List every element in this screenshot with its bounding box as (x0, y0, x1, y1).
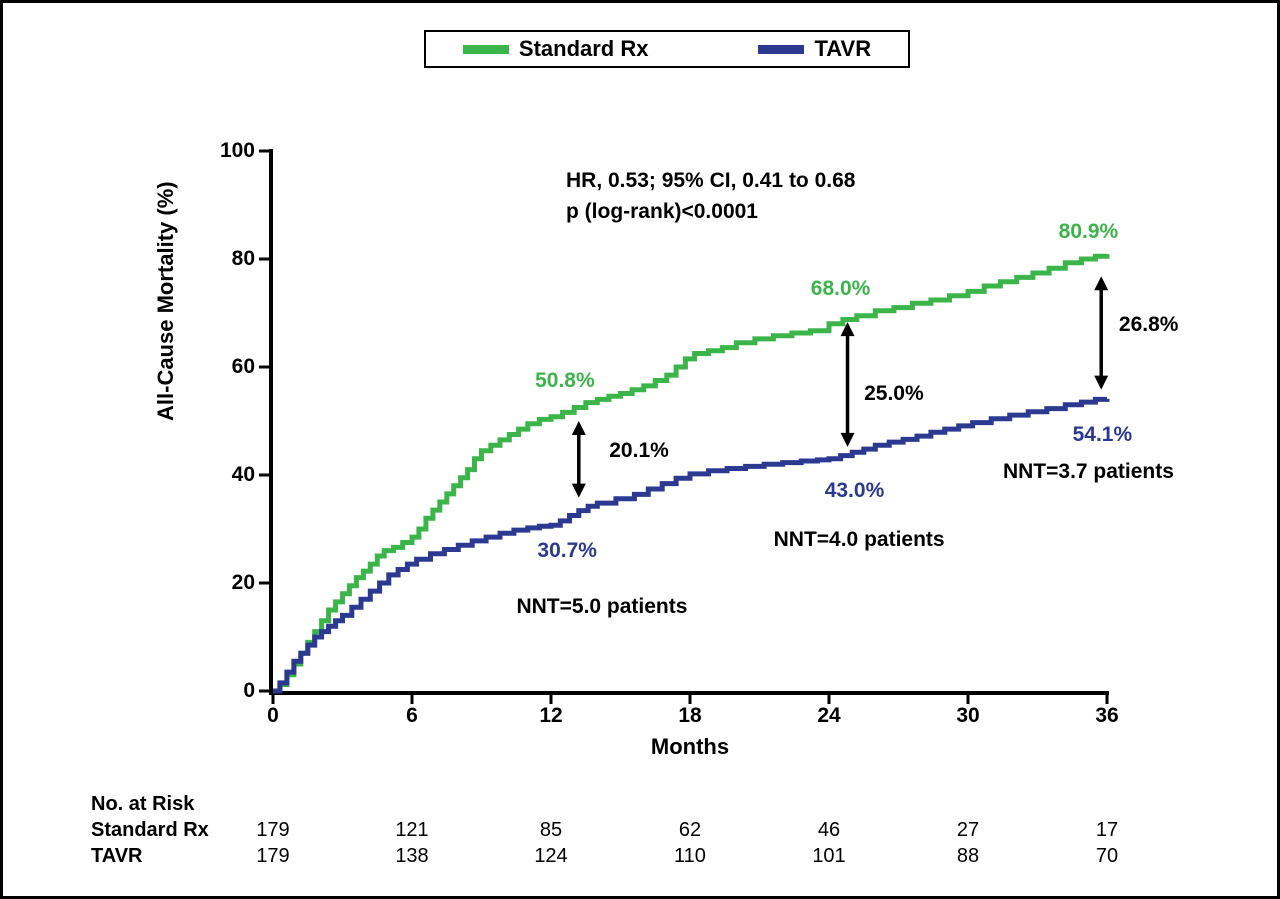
annotation-80.9-: 80.9% (1058, 220, 1119, 243)
annotation-54.1-: 54.1% (1072, 422, 1133, 446)
risk-value-standard-rx-m24: 46 (817, 819, 841, 841)
arrowhead-down (840, 432, 855, 447)
y-tick-label: 60 (231, 355, 255, 378)
risk-value-tavr-m0: 179 (256, 845, 290, 867)
plot-canvas (259, 149, 1110, 704)
annotation-nnt-3.7-patients: NNT=3.7 patients (1002, 460, 1174, 484)
risk-value-tavr-m24: 101 (812, 845, 846, 867)
legend: Standard Rx TAVR (424, 30, 910, 68)
x-axis-label: Months (650, 734, 730, 759)
y-tick-label: 100 (219, 139, 255, 162)
arrowhead-down (1094, 375, 1109, 390)
x-tick-label: 0 (267, 704, 279, 727)
legend-item-tavr: TAVR (758, 36, 871, 62)
annotation-25.0-: 25.0% (864, 382, 924, 405)
risk-row-label-standard-rx: Standard Rx (91, 819, 209, 841)
risk-value-standard-rx-m0: 179 (256, 819, 290, 841)
annotation-nnt-5.0-patients: NNT=5.0 patients (516, 595, 688, 619)
risk-value-standard-rx-m12: 85 (539, 819, 563, 841)
annotation-50.8-: 50.8% (535, 368, 595, 392)
annotation-nnt-4.0-patients: NNT=4.0 patients (773, 527, 945, 551)
risk-value-tavr-m18: 110 (674, 845, 706, 867)
risk-value-standard-rx-m36: 17 (1095, 819, 1119, 841)
y-tick-label: 40 (231, 463, 255, 486)
risk-value-standard-rx-m6: 121 (395, 819, 429, 841)
legend-label-tavr: TAVR (814, 36, 872, 61)
risk-value-tavr-m30: 88 (956, 845, 980, 867)
curve-tavr (273, 396, 1110, 694)
arrowhead-up (840, 322, 855, 337)
x-tick-label: 6 (406, 704, 418, 727)
x-tick-label: 30 (956, 704, 980, 727)
risk-row-label-tavr: TAVR (91, 845, 143, 867)
x-tick-label: 36 (1095, 704, 1119, 727)
risk-value-standard-rx-m30: 27 (956, 819, 980, 841)
legend-item-standard-rx: Standard Rx (462, 36, 649, 62)
x-tick-label: 24 (817, 704, 841, 727)
hazard-ratio-text: HR, 0.53; 95% CI, 0.41 to 0.68 (566, 169, 856, 192)
legend-label-standard-rx: Standard Rx (518, 36, 649, 61)
risk-value-tavr-m6: 138 (395, 845, 429, 867)
risk-value-standard-rx-m18: 62 (678, 819, 702, 841)
annotation-30.7-: 30.7% (537, 538, 597, 562)
risk-table-title: No. at Risk (91, 793, 195, 815)
standard-rx-line-swatch (462, 44, 509, 54)
tavr-line-swatch (758, 44, 805, 54)
curve-standard-rx (273, 253, 1110, 694)
arrowhead-up (571, 421, 586, 435)
arrowhead-down (571, 483, 586, 498)
annotation-20.1-: 20.1% (609, 438, 669, 462)
stats-annotation: HR, 0.53; 95% CI, 0.41 to 0.68 p (log-ra… (566, 165, 855, 227)
risk-value-tavr-m36: 70 (1095, 845, 1119, 867)
risk-value-tavr-m12: 124 (534, 845, 568, 867)
x-tick-label: 18 (678, 704, 702, 727)
arrowhead-up (1094, 276, 1109, 291)
p-value-text: p (log-rank)<0.0001 (566, 200, 758, 223)
annotation-26.8-: 26.8% (1118, 312, 1179, 336)
annotation-68.0-: 68.0% (810, 276, 871, 300)
y-tick-label: 0 (243, 679, 255, 702)
y-tick-label: 80 (231, 247, 255, 270)
annotation-43.0-: 43.0% (824, 479, 885, 503)
y-tick-label: 20 (231, 571, 255, 594)
x-tick-label: 12 (539, 704, 563, 727)
